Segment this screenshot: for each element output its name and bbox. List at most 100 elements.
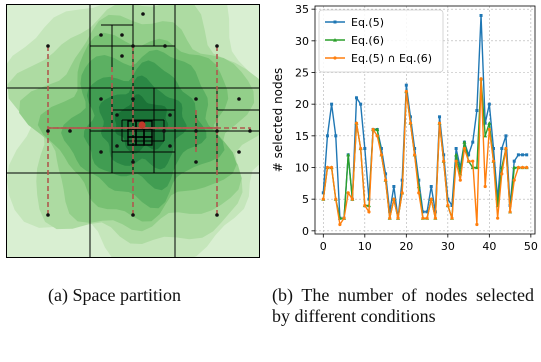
data-point — [384, 172, 388, 176]
data-point — [504, 134, 508, 138]
y-tick-label: 0 — [302, 225, 309, 238]
node-point — [168, 113, 172, 117]
data-point — [450, 216, 454, 220]
data-point — [520, 165, 525, 170]
data-point — [338, 222, 342, 227]
data-point — [321, 191, 325, 195]
node-point — [194, 129, 198, 133]
data-point — [359, 146, 363, 151]
data-point — [417, 178, 421, 182]
data-point — [392, 197, 396, 201]
node-point — [168, 144, 172, 148]
connection-line — [47, 127, 142, 215]
node-point — [68, 129, 72, 133]
node-point — [163, 44, 167, 48]
query-point — [138, 121, 146, 129]
node-point — [46, 44, 50, 48]
data-point — [454, 147, 458, 150]
data-point — [471, 159, 475, 163]
data-point — [512, 178, 516, 182]
node-point — [194, 97, 198, 101]
node-point — [194, 160, 198, 164]
node-point — [115, 144, 119, 148]
data-point — [359, 102, 363, 106]
data-point — [413, 153, 417, 157]
node-point — [215, 129, 219, 133]
data-point — [475, 109, 479, 112]
data-point — [413, 147, 417, 150]
caption-space-partition: (a) Space partition — [48, 285, 181, 305]
node-point — [131, 213, 135, 217]
data-point — [363, 147, 367, 150]
x-tick-label: 20 — [399, 240, 413, 253]
y-tick-label: 35 — [295, 3, 309, 16]
data-point — [400, 191, 404, 195]
data-point — [458, 178, 462, 182]
data-point — [429, 185, 433, 188]
node-point — [248, 129, 252, 133]
data-point — [379, 153, 384, 157]
legend: Eq.(5) Eq.(6) Eq.(5) ∩ Eq.(6) — [318, 9, 444, 73]
node-point — [131, 44, 135, 48]
series-2 — [321, 77, 529, 227]
data-point — [466, 159, 471, 163]
chart-svg: 0 10 20 30 40 50 0 5 10 15 20 25 30 35 # selected node… — [271, 3, 538, 253]
data-point — [479, 77, 483, 81]
data-point — [354, 121, 359, 125]
data-point — [375, 127, 380, 132]
node-point — [131, 97, 135, 101]
data-point — [491, 159, 496, 163]
data-point — [342, 216, 346, 220]
node-point — [115, 113, 119, 117]
connections — [47, 46, 251, 215]
data-point — [442, 159, 446, 163]
data-point — [496, 216, 500, 220]
node-point — [46, 213, 50, 217]
y-tick-label: 10 — [295, 162, 309, 175]
data-point — [491, 147, 495, 150]
data-point — [433, 216, 437, 220]
x-tick-label: 0 — [320, 240, 327, 253]
data-point — [504, 146, 508, 151]
y-tick-label: 20 — [295, 98, 309, 111]
data-point — [500, 172, 504, 176]
data-point — [454, 159, 458, 163]
data-point — [429, 197, 433, 201]
data-point — [371, 127, 375, 132]
x-tick-label: 40 — [482, 240, 496, 253]
data-point — [334, 197, 338, 201]
data-point — [425, 216, 429, 220]
data-point — [383, 178, 388, 182]
data-point — [487, 121, 492, 125]
data-point — [467, 153, 471, 157]
data-point — [346, 152, 351, 157]
y-tick-label: 15 — [295, 130, 309, 143]
y-tick-label: 30 — [295, 35, 309, 48]
data-point — [330, 165, 334, 170]
node-point — [46, 129, 50, 133]
data-point — [325, 165, 330, 170]
data-point — [487, 102, 491, 106]
data-point — [367, 210, 371, 214]
connection-line — [111, 67, 142, 129]
data-point — [500, 147, 504, 150]
x-tick-label: 30 — [441, 240, 455, 253]
node-point — [237, 150, 241, 154]
series-line — [322, 78, 527, 227]
data-point — [437, 121, 442, 125]
y-tick-label: 5 — [302, 193, 309, 206]
data-point — [483, 184, 487, 189]
node-point — [141, 12, 145, 16]
data-point — [483, 121, 487, 125]
node-point — [99, 97, 103, 101]
data-point — [379, 147, 383, 150]
plot-frame — [314, 5, 536, 235]
space-partition-figure — [3, 0, 302, 268]
data-point — [350, 197, 354, 201]
node-point — [215, 44, 219, 48]
node-point — [120, 33, 124, 37]
data-point — [462, 140, 467, 144]
data-point — [346, 191, 350, 195]
data-point — [363, 203, 367, 208]
data-point — [404, 83, 408, 87]
